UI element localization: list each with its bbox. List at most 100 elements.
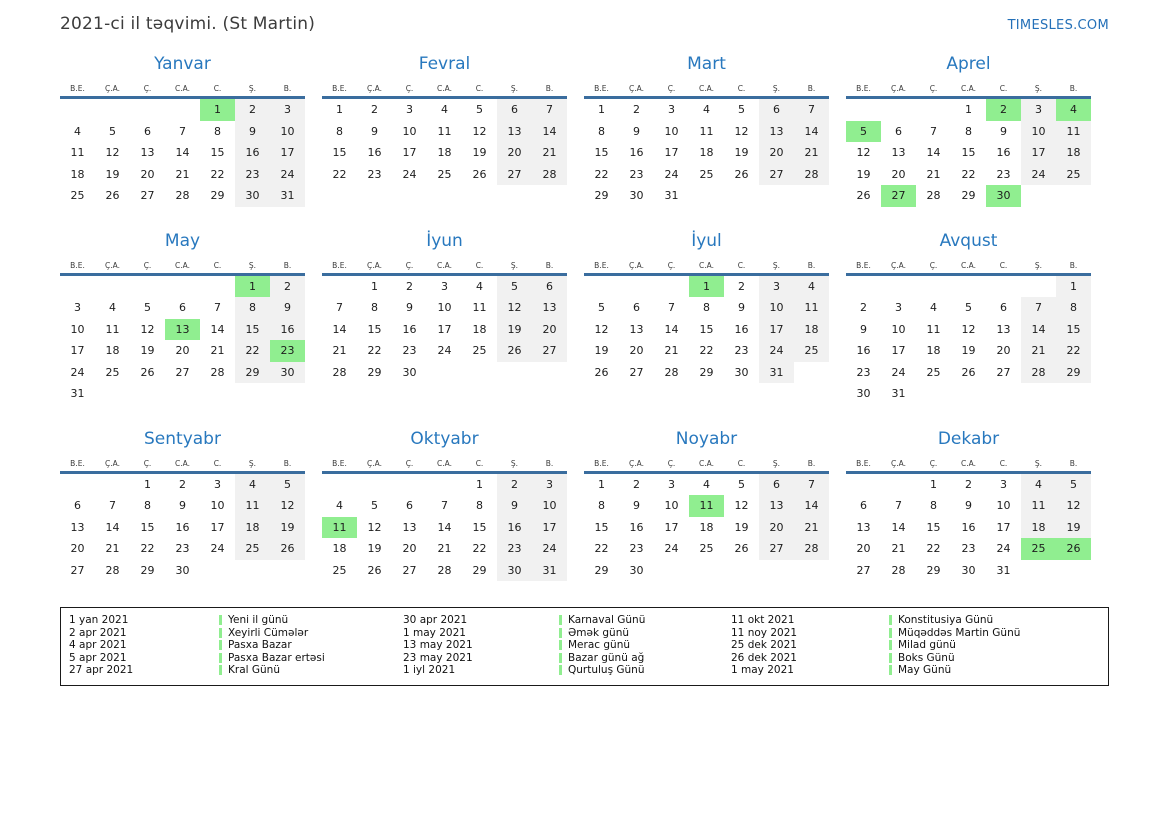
day-cell-aprel-27: 27: [881, 185, 916, 207]
day-cell-yanvar-9: 9: [235, 120, 270, 142]
legend-date: 1 may 2021: [731, 664, 794, 676]
day-cell-yanvar-18: 18: [70, 167, 85, 181]
day-cell-sentyabr-4: 4: [235, 473, 270, 495]
month-title-aprel: Aprel: [946, 54, 991, 74]
day-cell-sentyabr-5: 5: [270, 473, 305, 495]
day-cell-empty: [200, 276, 235, 298]
day-cell-oktyabr-29: 29: [472, 563, 487, 577]
legend-label-text: Xeyirli Cümələr: [228, 626, 309, 639]
day-cell-dekabr-4: 4: [1021, 473, 1056, 495]
day-cell-noyabr-17: 17: [664, 520, 679, 534]
month-grid-aprel: B.E. Ç.A. Ç. C.A. C. Ş. B. 1 2 3 4 5 6 7 8 9 10 11 12 13 14 1…: [846, 81, 1091, 207]
day-cell-iyul-23: 23: [734, 344, 749, 357]
legend-date: 2 apr 2021: [69, 626, 127, 639]
day-cell-oktyabr-26: 26: [367, 563, 382, 577]
day-cell-empty: [60, 276, 95, 298]
weekday-header: C.: [213, 458, 222, 468]
legend-date: 25 dek 2021: [731, 639, 797, 651]
day-cell-aprel-26: 26: [856, 189, 871, 202]
day-cell-empty: [1056, 185, 1091, 207]
day-cell-aprel-15: 15: [961, 146, 976, 159]
day-cell-empty: [951, 276, 986, 298]
day-cell-yanvar-27: 27: [140, 189, 155, 202]
day-cell-aprel-3: 3: [1021, 99, 1056, 121]
day-cell-aprel-29: 29: [961, 189, 976, 202]
day-cell-sentyabr-24: 24: [210, 542, 225, 555]
day-cell-iyun-16: 16: [402, 322, 417, 336]
day-cell-iyun-28: 28: [332, 365, 347, 379]
day-cell-sentyabr-28: 28: [105, 563, 120, 577]
day-cell-may-6: 6: [179, 301, 186, 314]
header-rule: [846, 96, 1091, 99]
day-cell-empty: [794, 362, 829, 384]
day-cell-sentyabr-19: 19: [270, 516, 305, 538]
month-sentyabr: Sentyabr B.E. Ç.A. Ç. C.A. C. Ş. B. 1 2 3 4 5 6 7 8 9 10 1…: [60, 429, 305, 582]
holiday-marker-icon: [219, 665, 222, 676]
day-cell-empty: [986, 383, 1021, 405]
day-cell-fevral-14: 14: [532, 120, 567, 142]
weekday-header: C.A.: [960, 260, 976, 270]
header-rule: [60, 272, 305, 276]
day-cell-sentyabr-18: 18: [235, 516, 270, 538]
day-cell-fevral-9: 9: [371, 124, 378, 138]
day-cell-iyul-8: 8: [703, 301, 710, 314]
day-cell-dekabr-10: 10: [996, 499, 1011, 512]
day-cell-dekabr-14: 14: [891, 520, 906, 534]
month-aprel: Aprel B.E. Ç.A. Ç. C.A. C. Ş. B. 1 2 3 4 5 6 7 8 9 10 11 12…: [846, 54, 1091, 207]
day-cell-dekabr-23: 23: [961, 542, 976, 555]
day-cell-empty: [235, 560, 270, 582]
day-cell-aprel-22: 22: [961, 167, 976, 181]
site-link[interactable]: TIMESLES.COM: [1007, 18, 1109, 33]
legend-entry: Boks Günü: [889, 652, 1100, 665]
weekday-header: Ç.: [667, 458, 676, 468]
legend-date: 13 may 2021: [403, 639, 473, 651]
day-cell-iyun-21: 21: [332, 344, 347, 357]
day-cell-iyun-18: 18: [472, 322, 487, 336]
day-cell-iyul-14: 14: [664, 322, 679, 336]
weekday-header: Ç.: [143, 84, 152, 93]
day-cell-empty: [986, 276, 1021, 298]
day-cell-noyabr-8: 8: [598, 499, 605, 512]
header-rule: [584, 272, 829, 276]
day-cell-yanvar-12: 12: [105, 146, 120, 159]
weekday-header: Ş.: [510, 458, 519, 468]
month-iyun: İyun B.E. Ç.A. Ç. C.A. C. Ş. B. 1 2 3 4 5 6 7 8 9 10 11 12 1…: [322, 231, 567, 384]
day-cell-sentyabr-29: 29: [140, 563, 155, 577]
weekday-header: B.E.: [594, 260, 609, 270]
month-title-iyul: İyul: [691, 230, 722, 251]
day-cell-oktyabr-16: 16: [497, 516, 532, 538]
day-cell-empty: [165, 383, 200, 405]
day-cell-dekabr-2: 2: [965, 477, 972, 491]
day-cell-oktyabr-1: 1: [476, 477, 483, 491]
weekday-header: Ç.A.: [890, 84, 906, 93]
day-cell-dekabr-3: 3: [1000, 477, 1007, 491]
day-cell-may-23: 23: [270, 340, 305, 362]
weekday-header: C.A.: [436, 260, 452, 270]
day-cell-mart-24: 24: [664, 167, 679, 181]
weekday-header: C.A.: [698, 458, 714, 468]
day-cell-noyabr-12: 12: [734, 499, 749, 512]
day-cell-oktyabr-13: 13: [402, 520, 417, 534]
weekday-header: B.: [807, 260, 816, 270]
day-cell-iyun-8: 8: [371, 301, 378, 314]
weekday-header: B.: [1069, 260, 1078, 270]
day-cell-aprel-30: 30: [986, 185, 1021, 207]
day-cell-iyul-2: 2: [738, 279, 745, 293]
day-cell-avqust-20: 20: [996, 344, 1011, 357]
day-cell-aprel-25: 25: [1056, 163, 1091, 185]
weekday-header: B.E.: [70, 260, 85, 270]
day-cell-empty: [759, 185, 794, 207]
weekday-header: Ç.A.: [366, 84, 382, 93]
day-cell-avqust-15: 15: [1056, 318, 1091, 340]
day-cell-aprel-4: 4: [1056, 99, 1091, 121]
legend-entry: May Günü: [889, 664, 1100, 677]
day-cell-mart-29: 29: [594, 189, 609, 202]
day-cell-dekabr-18: 18: [1021, 516, 1056, 538]
day-cell-iyun-11: 11: [472, 301, 487, 314]
day-cell-aprel-9: 9: [1000, 124, 1007, 138]
day-cell-may-4: 4: [109, 301, 116, 314]
month-oktyabr: Oktyabr B.E. Ç.A. Ç. C.A. C. Ş. B. 1 2 3 4 5 6 7 8 9 10 11…: [322, 429, 567, 581]
legend-label-text: Bazar günü ağ: [568, 651, 645, 664]
day-cell-iyun-26: 26: [497, 340, 532, 362]
day-cell-yanvar-31: 31: [270, 185, 305, 207]
